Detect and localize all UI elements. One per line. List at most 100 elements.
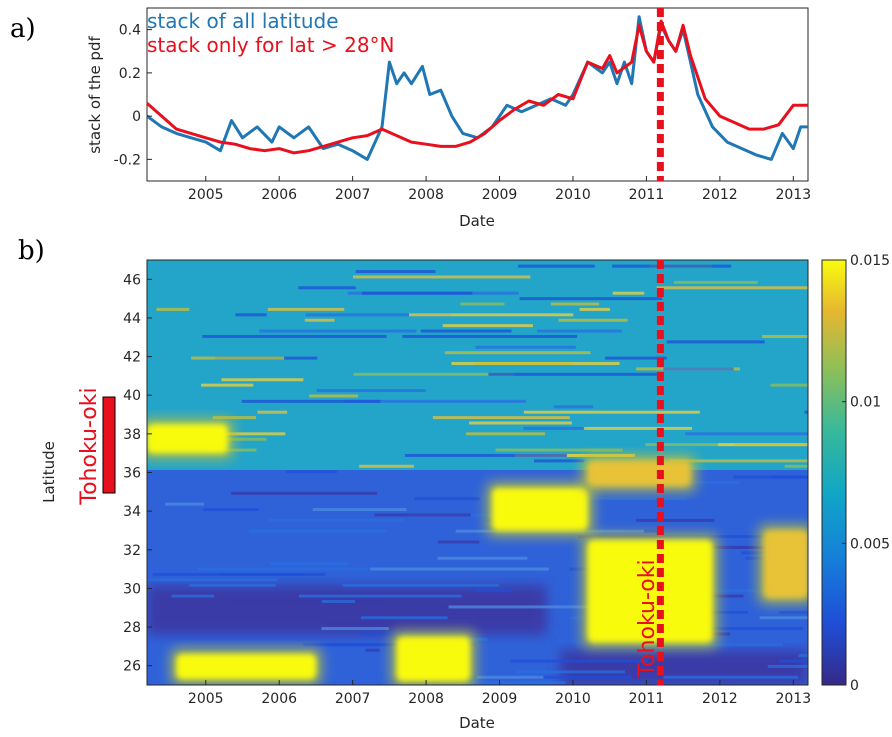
texture-stripe	[488, 372, 661, 376]
texture-stripe	[553, 405, 594, 409]
texture-stripe	[221, 378, 304, 382]
texture-stripe	[147, 578, 278, 582]
texture-stripe	[701, 627, 803, 631]
texture-stripe	[762, 334, 808, 338]
texture-stripe	[309, 394, 358, 398]
texture-stripe	[171, 594, 215, 598]
texture-stripe	[685, 432, 808, 436]
texture-stripe	[404, 453, 567, 457]
x-tick-label: 2010	[555, 691, 591, 707]
texture-stripe	[444, 351, 591, 355]
y-ticks-b: 26 28 30 32 34 36 38 40 42 44 46	[123, 272, 152, 675]
texture-stripe	[673, 280, 758, 284]
texture-stripe	[798, 654, 808, 658]
texture-stripe	[325, 621, 479, 625]
texture-stripe	[248, 529, 387, 533]
hotspot	[176, 654, 316, 680]
texture-stripe	[519, 297, 663, 301]
x-tick-label: 2012	[702, 187, 738, 203]
annotation-tohoku-line: Tohoku-oki	[635, 559, 660, 677]
y-tick-label: 38	[123, 427, 141, 443]
y-tick-label: 0.2	[119, 66, 141, 82]
colorbar-tick-label: 0.015	[850, 253, 890, 269]
texture-stripe	[268, 518, 404, 522]
texture-stripe	[663, 367, 734, 371]
texture-stripe	[495, 448, 623, 452]
texture-stripe	[523, 410, 700, 414]
hotspot-layer	[147, 418, 808, 685]
texture-stripe	[733, 475, 808, 479]
texture-stripe	[231, 491, 378, 495]
x-tick-label: 2007	[335, 691, 371, 707]
texture-stripe	[267, 307, 345, 311]
x-tick-label: 2005	[188, 691, 224, 707]
texture-stripe	[772, 475, 808, 479]
annotation-tohoku-left: Tohoku-oki	[77, 387, 102, 505]
y-tick-label: 32	[123, 543, 141, 559]
texture-stripe	[666, 340, 765, 344]
texture-stripe	[475, 362, 572, 365]
texture-stripe	[767, 664, 808, 668]
y-tick-label: 40	[123, 388, 141, 404]
texture-stripe	[259, 329, 417, 333]
texture-stripe	[152, 572, 304, 576]
line-chart: 2005 2006 2007 2008 2009 2010 2011 2012 2013 -0.…	[86, 7, 811, 230]
texture-stripe	[664, 535, 775, 539]
x-axis-label-a: Date	[459, 212, 495, 230]
texture-stripe	[257, 410, 288, 414]
y-tick-label: 36	[123, 466, 141, 482]
x-tick-label: 2010	[555, 187, 591, 203]
texture-stripe	[438, 540, 480, 544]
texture-stripe	[198, 567, 369, 571]
texture-stripe	[612, 264, 732, 268]
texture-stripe	[537, 329, 622, 333]
texture-stripe	[344, 399, 527, 403]
texture-stripe	[316, 389, 426, 393]
hotspot	[587, 540, 713, 643]
texture-stripe	[476, 675, 544, 679]
x-tick-label: 2013	[775, 187, 811, 203]
texture-stripe	[512, 497, 687, 501]
texture-stripe	[779, 610, 808, 614]
texture-stripe	[303, 643, 430, 647]
texture-stripe	[370, 567, 549, 571]
texture-stripe	[533, 459, 585, 463]
texture-stripe	[235, 313, 267, 317]
texture-stripe	[473, 589, 512, 593]
colorbar-tick-label: 0.005	[850, 536, 890, 552]
x-tick-label: 2005	[188, 187, 224, 203]
series-line-all-latitude	[146, 15, 808, 161]
texture-stripe	[212, 416, 257, 420]
texture-stripe	[636, 518, 715, 522]
texture-stripe	[352, 275, 531, 279]
texture-stripe	[442, 324, 533, 328]
y-tick-label: 34	[123, 504, 141, 520]
x-tick-label: 2008	[408, 691, 444, 707]
texture-stripe	[156, 307, 190, 311]
texture-stripe	[229, 600, 387, 603]
x-ticks-a: 2005 2006 2007 2008 2009 2010 2011 2012 2013	[188, 176, 811, 203]
texture-stripe	[409, 313, 574, 317]
colorbar-tick-label: 0.01	[850, 395, 881, 411]
texture-stripe	[414, 497, 480, 501]
y-axis-label-a: stack of the pdf	[86, 36, 104, 154]
legend-entry-lat-28: stack only for lat > 28°N	[147, 33, 395, 57]
colorbar-ticks: 0 0.005 0.01 0.015	[842, 253, 890, 694]
y-tick-label: -0.2	[114, 152, 141, 168]
texture-stripe	[359, 464, 414, 468]
texture-stripe	[517, 670, 625, 674]
texture-stripe	[784, 464, 808, 468]
colorbar	[821, 259, 847, 686]
texture-stripe	[270, 562, 349, 566]
legend-entry-all-latitude: stack of all latitude	[147, 9, 339, 33]
x-tick-label: 2013	[775, 691, 811, 707]
texture-stripe	[550, 302, 600, 306]
texture-stripe	[469, 421, 572, 425]
texture-stripe	[298, 286, 356, 290]
deep-low-band	[147, 585, 547, 635]
texture-stripe	[612, 291, 645, 295]
x-tick-label: 2009	[482, 187, 518, 203]
heatmap-chart: 2005 2006 2007 2008 2009 2010 2011 2012 2013 262…	[40, 253, 890, 732]
texture-stripe	[448, 605, 618, 609]
